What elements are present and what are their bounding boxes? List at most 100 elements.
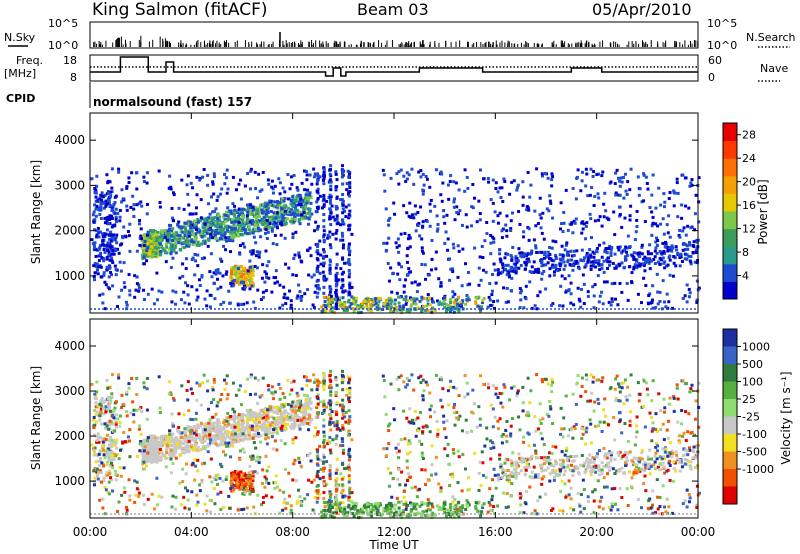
power-cell: [341, 218, 345, 222]
power-cell: [185, 236, 189, 240]
velocity-cell: [175, 436, 179, 440]
power-cell: [548, 246, 552, 250]
power-cell: [518, 306, 522, 310]
power-cell: [208, 236, 212, 240]
velocity-cell: [94, 405, 98, 409]
power-cell: [267, 276, 271, 280]
power-cell: [580, 170, 584, 174]
power-cell: [158, 201, 162, 205]
velocity-cell: [248, 415, 252, 419]
power-cell: [164, 260, 168, 264]
power-cell: [465, 225, 469, 229]
velocity-cell: [184, 434, 188, 438]
power-colorbar-label: Power [dB]: [756, 179, 770, 244]
power-cell: [650, 193, 654, 197]
power-cell: [106, 201, 110, 205]
power-cell: [105, 173, 109, 177]
power-cell: [328, 217, 332, 221]
power-cell: [217, 213, 221, 217]
velocity-cell: [264, 411, 268, 415]
power-cell: [95, 233, 99, 237]
power-cell: [233, 220, 237, 224]
power-cell: [262, 218, 266, 222]
power-cell: [564, 290, 568, 294]
power-cell: [280, 212, 284, 216]
power-cell: [132, 203, 136, 207]
power-cell: [483, 239, 487, 243]
power-cell: [503, 267, 507, 271]
power-cell: [119, 269, 123, 273]
power-cell: [635, 209, 639, 213]
power-cell: [232, 235, 236, 239]
power-cell: [114, 217, 118, 221]
power-cell: [265, 218, 269, 222]
velocity-cell: [103, 426, 107, 430]
power-cell: [93, 278, 97, 282]
power-cell: [408, 296, 412, 300]
power-cell: [264, 221, 268, 225]
power-cell: [625, 254, 629, 258]
power-cell: [185, 183, 189, 187]
power-cell: [207, 220, 211, 224]
power-cell: [186, 293, 190, 297]
power-cell: [571, 187, 575, 191]
power-cell: [214, 224, 218, 228]
power-cell: [172, 235, 176, 239]
power-cell: [182, 241, 186, 245]
power-cell: [200, 257, 204, 261]
power-cell: [608, 260, 612, 264]
power-cell: [125, 186, 129, 190]
power-cell: [421, 251, 425, 255]
power-cell: [260, 208, 264, 212]
power-cell: [274, 200, 278, 204]
velocity-cell: [104, 405, 108, 409]
power-cell: [420, 246, 424, 250]
power-cell: [504, 223, 508, 227]
power-cell: [170, 300, 174, 304]
power-cell: [601, 302, 605, 306]
power-cell: [115, 233, 119, 237]
power-cell: [157, 169, 161, 173]
power-cell: [447, 308, 451, 312]
velocity-cell: [206, 423, 210, 427]
power-cell: [235, 279, 239, 283]
power-cell: [670, 249, 674, 253]
power-cell: [283, 190, 287, 194]
power-cell: [428, 224, 432, 228]
velocity-cell: [304, 408, 308, 412]
power-cell: [248, 209, 252, 213]
power-cell: [323, 310, 327, 314]
power-cell: [256, 223, 260, 227]
velocity-cell: [93, 453, 97, 457]
power-cell: [118, 243, 122, 247]
power-cell: [454, 181, 458, 185]
power-cell: [582, 222, 586, 226]
power-cell: [206, 223, 210, 227]
power-cell: [320, 309, 324, 313]
power-cell: [586, 257, 590, 261]
power-cell: [430, 257, 434, 261]
power-cell: [616, 176, 620, 180]
power-cell: [169, 266, 173, 270]
power-cell: [334, 266, 338, 270]
power-cell: [615, 168, 619, 172]
power-cell: [117, 295, 121, 299]
power-cell: [270, 203, 274, 207]
power-cell: [520, 251, 524, 255]
power-cell: [366, 308, 370, 312]
power-cell: [572, 219, 576, 223]
velocity-cell: [231, 423, 235, 427]
nsearch-tick-high: 10^5: [707, 17, 737, 30]
colorbar-frame: [722, 122, 738, 300]
power-cell: [270, 179, 274, 183]
power-cell: [616, 303, 620, 307]
power-cell: [299, 296, 303, 300]
velocity-cell: [102, 476, 106, 480]
power-cell: [347, 253, 351, 257]
power-cell: [303, 216, 307, 220]
power-cell: [416, 224, 420, 228]
power-cell: [426, 293, 430, 297]
power-cell: [683, 294, 687, 298]
power-cell: [146, 292, 150, 296]
power-cell: [593, 283, 597, 287]
